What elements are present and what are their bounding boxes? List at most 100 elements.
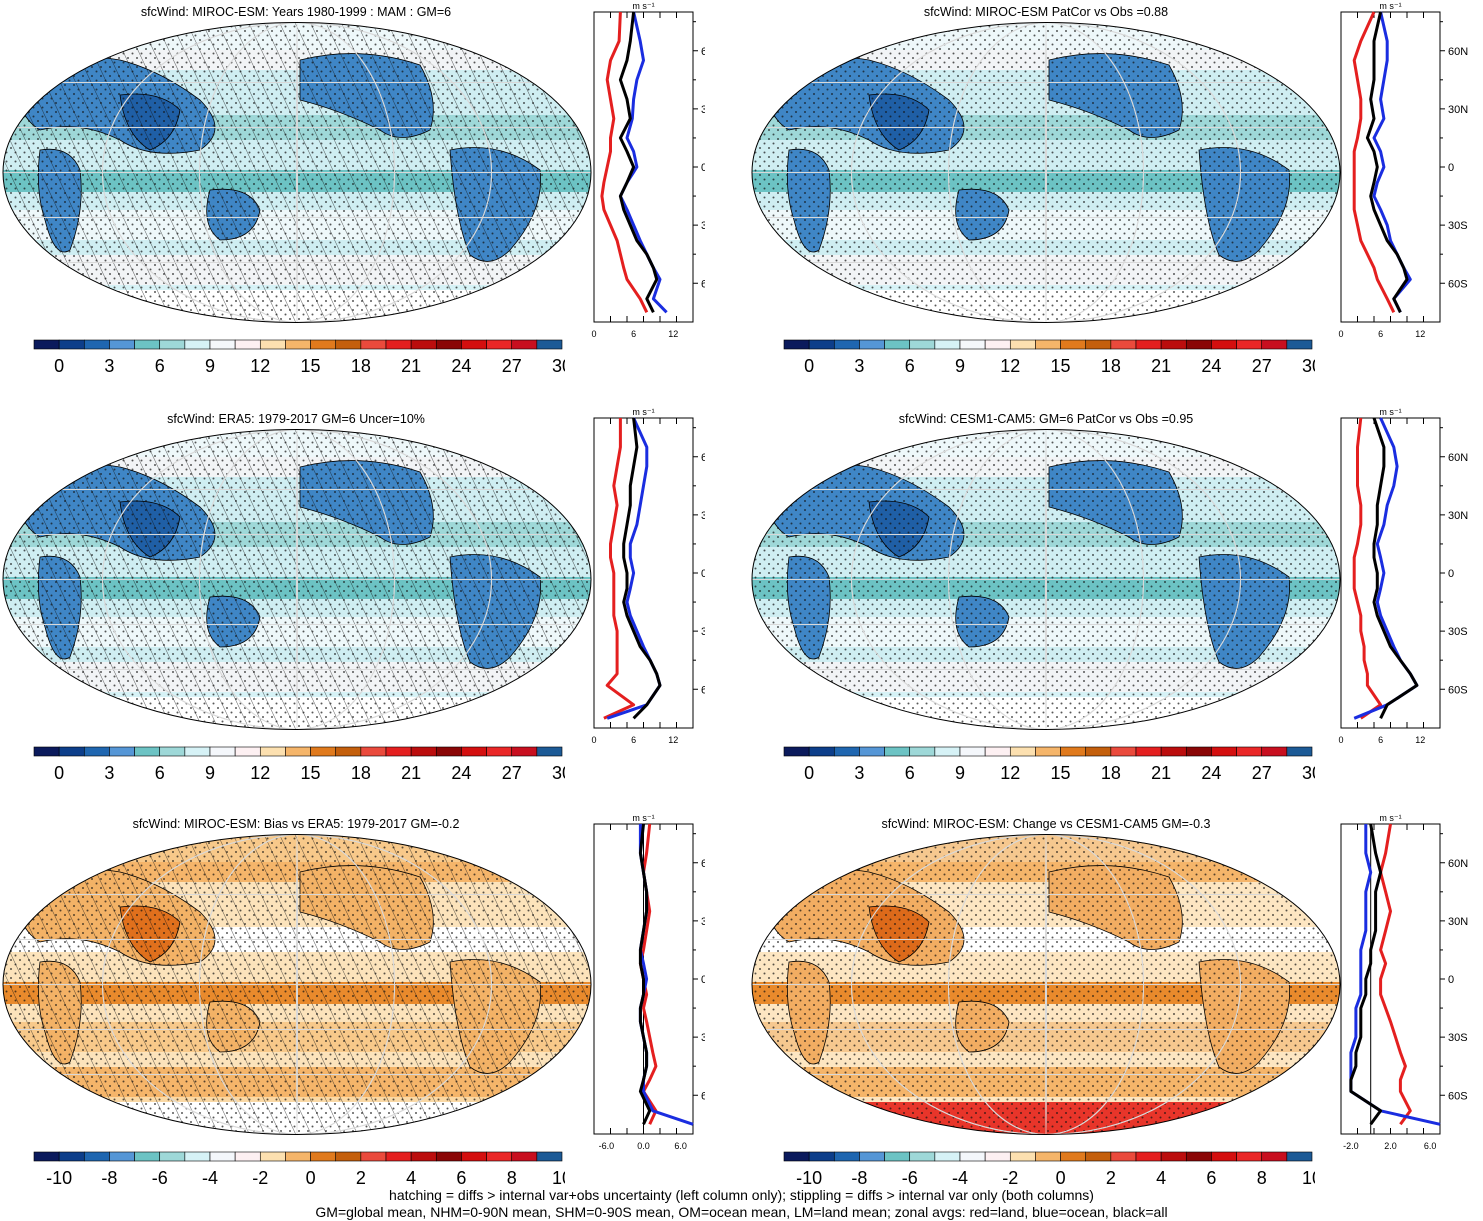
- colorbar-swatch: [1060, 339, 1087, 350]
- colorbar-swatch: [1135, 746, 1162, 757]
- colorbar-label: -2: [1002, 1168, 1018, 1188]
- colorbar-swatch: [1060, 746, 1087, 757]
- colorbar-label: 0: [54, 356, 64, 376]
- colorbar-swatch: [783, 1151, 810, 1162]
- colorbar-label: 24: [1201, 763, 1221, 783]
- colorbar-swatch: [58, 1151, 85, 1162]
- colorbar-swatch: [385, 746, 412, 757]
- zonal-plot-5: m s⁻¹ -6.0 0.0 6.0 60N 30N 0 30S 60S: [593, 813, 705, 1151]
- zonal-lat-label: 60N: [1448, 452, 1468, 464]
- colorbar-swatch: [959, 1151, 986, 1162]
- colorbar-swatch: [1135, 339, 1162, 350]
- zonal-lat-label: 60S: [1448, 1090, 1468, 1102]
- colorbar-swatch: [1035, 1151, 1061, 1162]
- colorbar-swatch: [984, 746, 1011, 757]
- colorbar-label: 6: [905, 356, 915, 376]
- colorbar-label: 27: [1252, 356, 1272, 376]
- zonal-lat-label: 30N: [701, 104, 705, 116]
- colorbar-swatch: [184, 746, 211, 757]
- colorbar-swatch: [1236, 746, 1263, 757]
- colorbar-label: 6: [1206, 1168, 1216, 1188]
- zonal-xtick-label: 0: [591, 735, 596, 745]
- colorbar-label: 15: [1051, 763, 1071, 783]
- zonal-unit-label: m s⁻¹: [1379, 1, 1401, 11]
- colorbar-swatch: [435, 339, 462, 350]
- colorbar-1: 0 3 6 9 12 15 18 21 24 27 30: [33, 339, 565, 376]
- colorbar-label: 6: [905, 763, 915, 783]
- zonal-series-line: [618, 11, 659, 313]
- zonal-lat-label: 60S: [1448, 684, 1468, 696]
- colorbar-swatch: [159, 746, 186, 757]
- colorbar-swatch: [134, 1151, 161, 1162]
- zonal-unit-label: m s⁻¹: [632, 407, 654, 417]
- zonal-plot-2: m s⁻¹ 0 6 12 60N 30N 0 30S 60S: [1338, 1, 1468, 339]
- footer-line-2: GM=global mean, NHM=0-90N mean, SHM=0-90…: [315, 1204, 1168, 1220]
- zonal-xtick-label: -2.0: [1343, 1141, 1359, 1151]
- colorbar-swatch: [884, 339, 911, 350]
- colorbar-label: 4: [1156, 1168, 1166, 1188]
- colorbar-label: -2: [252, 1168, 268, 1188]
- colorbar-swatch: [285, 1151, 311, 1162]
- colorbar-label: 27: [502, 356, 522, 376]
- zonal-xtick-label: 6.0: [1424, 1141, 1437, 1151]
- colorbar-label: 9: [955, 763, 965, 783]
- colorbar-swatch: [410, 339, 437, 350]
- colorbar-label: 30: [1302, 356, 1315, 376]
- colorbar-label: 0: [54, 763, 64, 783]
- colorbar-5: -10 -8 -6 -4 -2 0 2 4 6 8 10: [33, 1151, 565, 1188]
- zonal-lat-label: 0: [1448, 162, 1454, 174]
- colorbar-swatch: [959, 339, 986, 350]
- map-2: [751, 22, 1341, 323]
- colorbar-label: 18: [1101, 763, 1121, 783]
- colorbar-label: 30: [552, 763, 565, 783]
- zonal-lat-label: 30S: [701, 626, 705, 638]
- colorbar-swatch: [1035, 339, 1061, 350]
- colorbar-swatch: [435, 746, 462, 757]
- colorbar-swatch: [1211, 746, 1237, 757]
- colorbar-label: 10: [552, 1168, 565, 1188]
- colorbar-swatch: [1035, 746, 1061, 757]
- zonal-xtick-label: 6: [631, 329, 636, 339]
- colorbar-swatch: [1185, 746, 1212, 757]
- colorbar-swatch: [184, 339, 211, 350]
- zonal-lat-label: 0: [701, 974, 705, 986]
- colorbar-swatch: [1085, 1151, 1112, 1162]
- colorbar-swatch: [33, 1151, 60, 1162]
- colorbar-label: 9: [205, 763, 215, 783]
- panel-title-6: sfcWind: MIROC-ESM: Change vs CESM1-CAM5…: [881, 817, 1211, 831]
- zonal-lat-label: 30S: [701, 220, 705, 232]
- colorbar-label: 24: [451, 763, 471, 783]
- panel-title-3: sfcWind: ERA5: 1979-2017 GM=6 Uncer=10%: [167, 412, 425, 426]
- colorbar-label: 0: [804, 356, 814, 376]
- colorbar-swatch: [536, 746, 563, 757]
- colorbar-swatch: [209, 339, 236, 350]
- zonal-lat-label: 60S: [701, 278, 705, 290]
- colorbar-swatch: [360, 339, 387, 350]
- zonal-xtick-label: 6: [1378, 329, 1383, 339]
- zonal-plot-6: m s⁻¹ -2.0 2.0 6.0 60N 30N 0 30S 60S: [1340, 813, 1468, 1151]
- colorbar-label: 30: [552, 356, 565, 376]
- colorbar-3: 0 3 6 9 12 15 18 21 24 27 30: [33, 746, 565, 783]
- zonal-lat-label: 30S: [1448, 626, 1468, 638]
- zonal-lat-label: 30S: [701, 1032, 705, 1044]
- colorbar-swatch: [909, 746, 936, 757]
- colorbar-swatch: [109, 1151, 135, 1162]
- colorbar-swatch: [934, 339, 961, 350]
- colorbar-swatch: [1236, 339, 1263, 350]
- zonal-lat-label: 0: [1448, 974, 1454, 986]
- colorbar-label: 21: [1151, 763, 1171, 783]
- colorbar-label: 21: [401, 763, 421, 783]
- colorbar-swatch: [934, 746, 961, 757]
- colorbar-label: 24: [1201, 356, 1221, 376]
- colorbar-label: 21: [1151, 356, 1171, 376]
- colorbar-label: 3: [104, 763, 114, 783]
- zonal-series-line: [622, 417, 662, 720]
- colorbar-swatch: [159, 339, 186, 350]
- colorbar-swatch: [1286, 1151, 1313, 1162]
- zonal-series-line: [1372, 417, 1419, 719]
- colorbar-swatch: [310, 746, 337, 757]
- zonal-lat-label: 30S: [1448, 220, 1468, 232]
- colorbar-swatch: [234, 746, 261, 757]
- colorbar-label: 27: [502, 763, 522, 783]
- zonal-lat-label: 60S: [1448, 278, 1468, 290]
